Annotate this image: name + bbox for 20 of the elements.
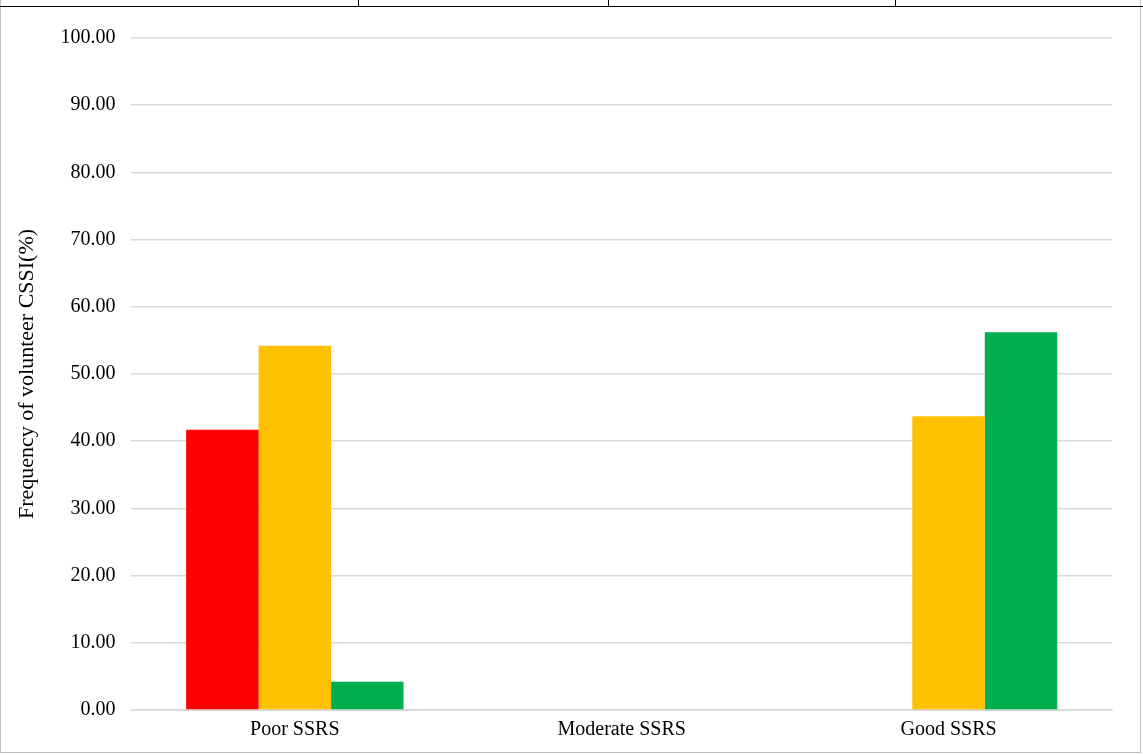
y-tick-label: 80.00 <box>70 159 116 182</box>
bar <box>984 332 1058 710</box>
y-tick-label: 0.00 <box>80 697 116 720</box>
y-tick-label: 90.00 <box>70 92 116 115</box>
y-tick-label: 100.00 <box>60 25 116 48</box>
bar <box>331 681 404 710</box>
y-tick-label: 10.00 <box>70 630 116 653</box>
bar <box>258 345 332 710</box>
bar <box>186 429 259 710</box>
y-tick-label: 60.00 <box>70 294 116 317</box>
y-axis-title: Frequency of volunteer CSSI(%) <box>12 228 38 520</box>
y-tick-label: 50.00 <box>70 361 116 384</box>
bar <box>912 416 985 710</box>
y-tick-label: 40.00 <box>70 428 116 451</box>
y-tick-label: 70.00 <box>70 226 116 249</box>
x-tick-label: Good SSRS <box>900 717 997 740</box>
x-tick-label: Moderate SSRS <box>557 717 686 740</box>
x-tick-label: Poor SSRS <box>250 717 340 740</box>
y-tick-label: 20.00 <box>70 562 116 585</box>
y-tick-label: 30.00 <box>70 495 116 518</box>
